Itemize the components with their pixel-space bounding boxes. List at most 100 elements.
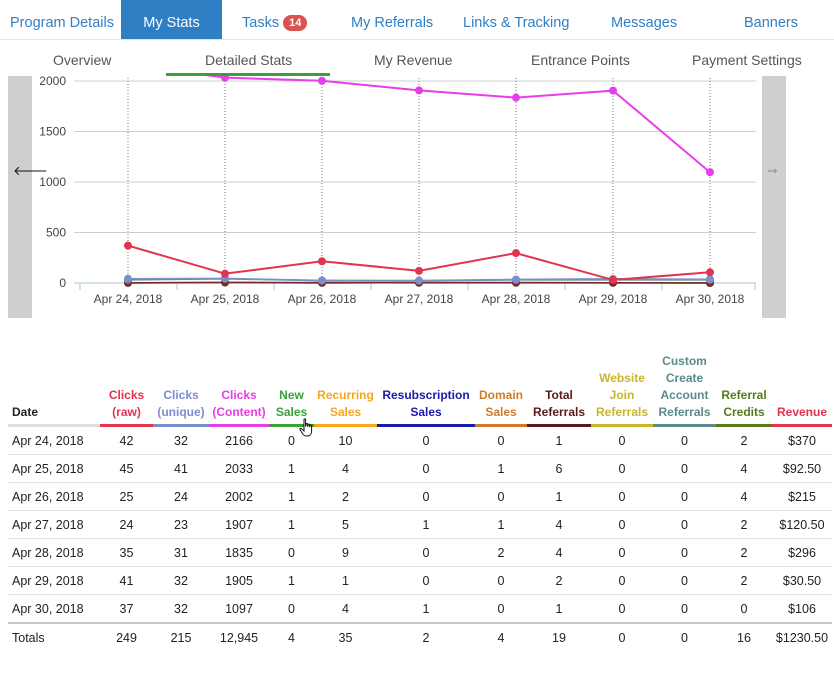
row-label-cell: Apr 29, 2018 — [8, 566, 100, 595]
table-cell: 0 — [377, 566, 475, 595]
subtab-my-revenue[interactable]: My Revenue — [374, 52, 453, 68]
table-cell: 0 — [377, 454, 475, 483]
column-header-line: New — [279, 388, 304, 402]
column-header-line: Referral — [721, 388, 767, 402]
tasks-count-badge: 14 — [283, 15, 308, 31]
table-cell: 25 — [100, 482, 153, 511]
data-point — [706, 268, 714, 277]
table-cell: 2 — [716, 425, 772, 455]
column-header-line: (raw) — [112, 405, 141, 419]
table-header-row: Date Clicks (raw) Clicks (unique) Clicks (Cont… — [8, 353, 832, 427]
x-tick-label: Apr 26, 2018 — [288, 292, 357, 306]
stats-subtabs: Overview Detailed Stats My Revenue Entra… — [0, 40, 834, 76]
table-cell: 1835 — [209, 538, 269, 567]
data-point — [706, 275, 714, 284]
chart-prev-button[interactable]: 🡐 — [8, 76, 48, 318]
column-header: Total Referrals — [527, 353, 591, 427]
table-cell: 0 — [716, 594, 772, 624]
table-cell: 1 — [269, 566, 314, 595]
table-cell: 2 — [475, 538, 527, 567]
column-header-line: Clicks — [221, 388, 257, 402]
column-header-line: Website — [599, 371, 645, 385]
data-point — [512, 275, 520, 284]
y-tick-label: 0 — [59, 276, 66, 290]
column-header-line: Custom — [662, 354, 707, 368]
table-row: Apr 26, 2018 25 24 2002 1 2 0 0 1 0 0 4 $215 — [8, 482, 832, 511]
tab-my-referrals[interactable]: My Referrals — [351, 15, 434, 31]
arrow-left-icon: 🡐 — [13, 163, 48, 178]
table-cell: 249 — [100, 622, 153, 652]
table-cell: 0 — [591, 594, 653, 624]
column-header-line: Sales — [329, 405, 362, 419]
table-cell: 23 — [153, 510, 209, 539]
table-cell: 12,945 — [209, 622, 269, 652]
column-header-line: Total — [545, 388, 573, 402]
active-subtab-indicator — [166, 73, 330, 76]
table-cell: 0 — [653, 425, 716, 455]
table-row: Apr 29, 2018 41 32 1905 1 1 0 0 2 0 0 2 $30.50 — [8, 566, 832, 595]
table-cell: 16 — [716, 622, 772, 652]
table-cell: 2 — [716, 510, 772, 539]
table-cell: 0 — [269, 538, 314, 567]
subtab-overview[interactable]: Overview — [53, 52, 112, 68]
column-header-line: Sales — [410, 405, 442, 419]
data-point — [318, 257, 326, 266]
tab-messages[interactable]: Messages — [611, 15, 678, 31]
table-cell: 41 — [153, 454, 209, 483]
subtab-payment-settings[interactable]: Payment Settings — [692, 52, 802, 68]
table-cell: 215 — [153, 622, 209, 652]
row-label-cell: Apr 26, 2018 — [8, 482, 100, 511]
table-cell: 1 — [269, 510, 314, 539]
y-tick-label: 1000 — [39, 175, 66, 189]
column-header-line: Create — [665, 371, 704, 385]
table-cell: 0 — [475, 566, 527, 595]
subtab-detailed-stats[interactable]: Detailed Stats — [205, 52, 293, 68]
column-header-line: Credits — [723, 405, 765, 419]
table-cell: 35 — [314, 622, 377, 652]
stats-line-chart: 0 500 1000 1500 2000 Apr 24, 2018 Apr 25, 2018… — [39, 76, 756, 306]
table-cell: 0 — [591, 510, 653, 539]
table-cell: 35 — [100, 538, 153, 567]
column-header-line: Referrals — [658, 405, 711, 419]
table-row: Apr 27, 2018 24 23 1907 1 5 1 1 4 0 0 2 $120.50 — [8, 510, 832, 539]
table-cell: 0 — [591, 482, 653, 511]
x-tick-label: Apr 30, 2018 — [676, 292, 745, 306]
column-header-line: Clicks — [108, 388, 145, 402]
data-point — [415, 266, 423, 275]
tab-program-details[interactable]: Program Details — [10, 15, 114, 31]
data-point — [609, 86, 617, 95]
column-header: Referral Credits — [716, 353, 772, 427]
table-cell: 1 — [527, 594, 591, 624]
column-header-line: Revenue — [776, 405, 828, 419]
y-tick-label: 1500 — [39, 125, 66, 139]
table-cell: 45 — [100, 454, 153, 483]
subtab-entrance-points[interactable]: Entrance Points — [531, 52, 630, 68]
main-tabs: Program Details My Stats Tasks 14 My Refe… — [0, 0, 834, 40]
column-header-line: (Content) — [212, 405, 266, 419]
table-cell: 9 — [314, 538, 377, 567]
chart-next-button[interactable]: ➞ — [762, 76, 786, 318]
column-header-line: Date — [12, 405, 39, 419]
tab-banners[interactable]: Banners — [744, 15, 799, 31]
column-header: Clicks (unique) — [153, 353, 209, 427]
table-cell: 5 — [314, 510, 377, 539]
data-point — [706, 168, 714, 177]
table-cell: 4 — [527, 510, 591, 539]
table-cell: 41 — [100, 566, 153, 595]
table-cell: 0 — [591, 538, 653, 567]
table-cell: 0 — [377, 482, 475, 511]
tab-links-tracking[interactable]: Links & Tracking — [463, 15, 570, 31]
x-tick-label: Apr 24, 2018 — [94, 292, 163, 306]
table-row: Apr 25, 2018 45 41 2033 1 4 0 1 6 0 0 4 $92.50 — [8, 454, 832, 483]
table-cell: $92.50 — [772, 454, 832, 483]
row-label-cell: Apr 24, 2018 — [8, 425, 100, 455]
data-point — [318, 276, 326, 285]
tab-tasks[interactable]: Tasks 14 — [242, 0, 308, 39]
row-label-cell: Apr 28, 2018 — [8, 538, 100, 567]
tab-my-stats[interactable]: My Stats — [121, 0, 222, 39]
table-cell: 1 — [314, 566, 377, 595]
column-header: Custom Create Account Referrals — [653, 353, 716, 427]
table-cell: 24 — [153, 482, 209, 511]
column-header: Website Join Referrals — [591, 353, 653, 427]
data-point — [124, 241, 132, 250]
